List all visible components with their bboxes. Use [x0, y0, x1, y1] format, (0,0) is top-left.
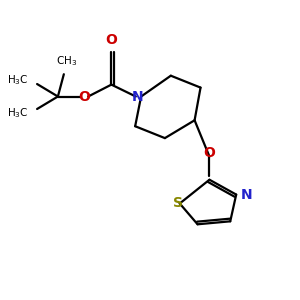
Text: O: O: [105, 34, 117, 47]
Text: H$_3$C: H$_3$C: [7, 73, 28, 87]
Text: H$_3$C: H$_3$C: [7, 106, 28, 120]
Text: S: S: [173, 196, 183, 211]
Text: O: O: [79, 89, 91, 103]
Text: N: N: [132, 89, 143, 103]
Text: O: O: [203, 146, 215, 160]
Text: CH$_3$: CH$_3$: [56, 55, 77, 68]
Text: N: N: [241, 188, 252, 202]
